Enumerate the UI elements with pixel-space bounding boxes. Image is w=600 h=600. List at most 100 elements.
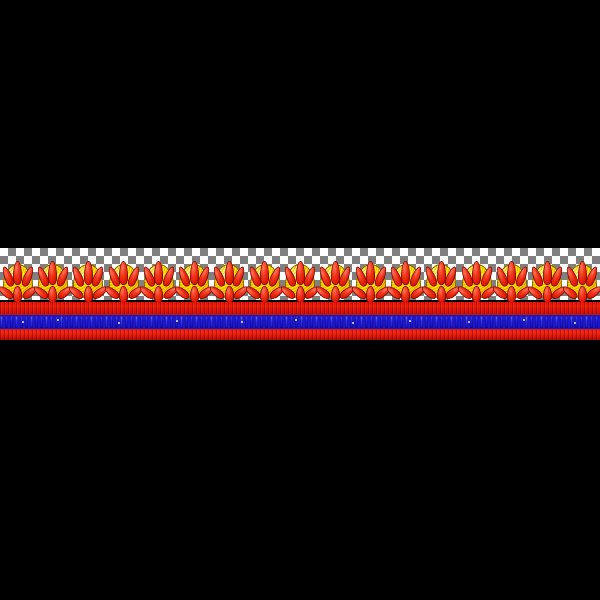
blue-stitch-row	[0, 314, 600, 330]
petal-base	[295, 286, 305, 303]
satin-stitch	[155, 316, 158, 328]
satin-stitch	[215, 316, 218, 328]
satin-stitch	[585, 316, 588, 328]
motif-scallop	[561, 258, 600, 304]
satin-stitch	[560, 316, 563, 328]
petal-center-tip	[13, 261, 23, 285]
satin-stitch	[295, 316, 298, 328]
satin-stitch	[330, 316, 333, 328]
highlight-speck	[22, 321, 24, 323]
satin-stitch	[385, 316, 388, 328]
satin-stitch	[485, 316, 488, 328]
satin-stitch	[555, 316, 558, 328]
satin-stitch	[510, 316, 513, 328]
satin-stitch	[440, 316, 443, 328]
satin-stitch	[60, 316, 63, 328]
satin-stitch	[475, 316, 478, 328]
petal-base	[366, 286, 376, 303]
satin-stitch	[515, 316, 518, 328]
motif-scallop	[0, 258, 39, 304]
satin-stitch	[415, 316, 418, 328]
satin-stitch	[40, 316, 43, 328]
satin-stitch	[120, 316, 123, 328]
satin-stitch	[255, 316, 258, 328]
satin-stitch	[10, 316, 13, 328]
satin-stitch	[190, 316, 193, 328]
satin-stitch	[380, 316, 383, 328]
satin-stitch	[400, 316, 403, 328]
satin-stitch	[170, 316, 173, 328]
motif-scallop	[208, 258, 251, 304]
satin-stitch	[245, 316, 248, 328]
satin-stitch	[320, 316, 323, 328]
satin-stitch	[80, 316, 83, 328]
satin-stitch	[235, 316, 238, 328]
petal-base	[577, 286, 587, 303]
petal-center-tip	[366, 261, 376, 285]
satin-stitch	[580, 316, 583, 328]
satin-stitch	[310, 316, 313, 328]
satin-stitch	[340, 316, 343, 328]
satin-stitch	[325, 316, 328, 328]
satin-stitch	[225, 316, 228, 328]
petal-base	[224, 286, 234, 303]
satin-stitch	[265, 316, 268, 328]
satin-stitch	[430, 316, 433, 328]
highlight-speck	[295, 319, 297, 321]
highlight-speck	[523, 319, 525, 321]
satin-stitch	[520, 316, 523, 328]
satin-stitch	[160, 316, 163, 328]
motif-scallop	[314, 258, 357, 304]
satin-stitch	[470, 316, 473, 328]
satin-stitch	[105, 316, 108, 328]
petal-center-tip	[154, 261, 164, 285]
satin-stitch	[300, 316, 303, 328]
motif-scallop	[31, 258, 75, 304]
petal-center-tip	[542, 261, 552, 285]
motif-scallop	[525, 258, 569, 304]
motif-scallop	[349, 258, 392, 304]
satin-stitch	[140, 316, 143, 328]
highlight-speck	[409, 320, 411, 322]
satin-stitch	[525, 316, 528, 328]
highlight-speck	[352, 322, 354, 324]
petal-center-tip	[507, 261, 517, 285]
petal-base	[13, 286, 23, 303]
petal-center-tip	[295, 261, 305, 285]
satin-stitch	[435, 316, 438, 328]
petal-center-tip	[189, 261, 199, 285]
satin-stitch	[455, 316, 458, 328]
petal-base	[507, 286, 517, 303]
satin-stitch	[230, 316, 233, 328]
satin-stitch	[5, 316, 8, 328]
satin-stitch	[575, 316, 578, 328]
highlight-speck	[57, 319, 59, 321]
band-red-bottom	[0, 329, 600, 340]
petal-base	[330, 286, 340, 303]
satin-stitch	[145, 316, 148, 328]
satin-stitch	[70, 316, 73, 328]
satin-stitch	[30, 316, 33, 328]
motif-scallop	[172, 258, 216, 304]
satin-stitch	[200, 316, 203, 328]
satin-stitch	[480, 316, 483, 328]
petal-base	[472, 286, 481, 303]
satin-stitch	[410, 316, 413, 328]
petal-base	[401, 286, 411, 303]
petal-center-tip	[401, 261, 411, 285]
satin-stitch	[195, 316, 198, 328]
petal-base	[189, 286, 199, 303]
satin-stitch	[275, 316, 278, 328]
satin-stitch	[90, 316, 93, 328]
satin-stitch	[595, 316, 598, 328]
motif-scallop	[384, 258, 428, 304]
satin-stitch	[220, 316, 223, 328]
motif-scallop	[137, 258, 180, 304]
motif-row	[0, 258, 600, 304]
satin-stitch	[460, 316, 463, 328]
satin-stitch	[270, 316, 273, 328]
motif-scallop	[102, 258, 145, 304]
petal-base	[436, 286, 446, 303]
satin-stitch	[25, 316, 28, 328]
highlight-speck	[176, 320, 178, 322]
